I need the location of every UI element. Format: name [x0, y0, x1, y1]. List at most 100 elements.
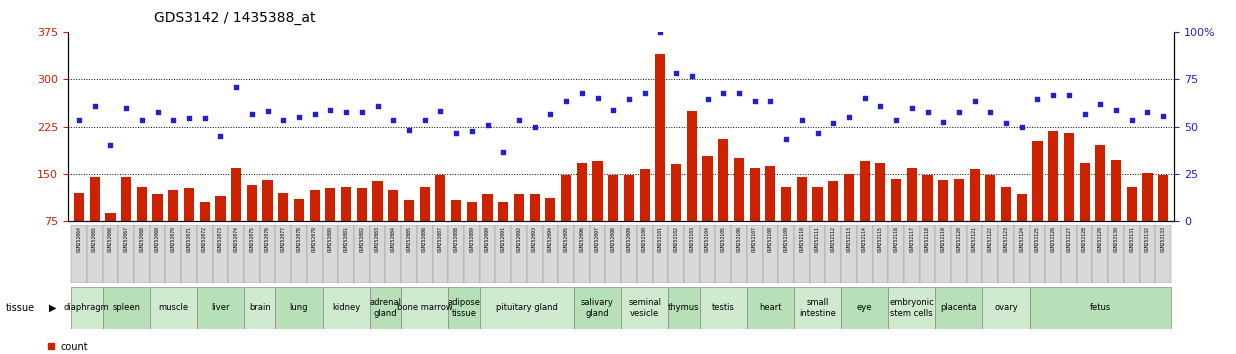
Bar: [243, 287, 276, 329]
Bar: [828, 182, 838, 269]
Text: GDS3142 / 1435388_at: GDS3142 / 1435388_at: [154, 11, 316, 25]
Text: GSM252069: GSM252069: [154, 227, 159, 252]
Bar: [89, 177, 100, 269]
Bar: [794, 287, 840, 329]
Bar: [718, 139, 728, 269]
Text: GSM252127: GSM252127: [1067, 227, 1072, 252]
Bar: [372, 182, 383, 269]
Point: [1059, 92, 1079, 98]
Bar: [669, 287, 700, 329]
Bar: [435, 175, 445, 269]
Bar: [1017, 194, 1027, 269]
Text: salivary
gland: salivary gland: [581, 298, 614, 318]
Bar: [323, 287, 370, 329]
Text: GSM252098: GSM252098: [611, 227, 616, 252]
Bar: [1140, 225, 1156, 283]
Bar: [985, 175, 995, 269]
Bar: [467, 202, 477, 269]
Bar: [150, 287, 197, 329]
Bar: [498, 202, 508, 269]
Point: [493, 149, 513, 155]
Point: [147, 109, 167, 115]
Bar: [309, 190, 320, 269]
Bar: [292, 225, 307, 283]
Bar: [781, 187, 791, 269]
Bar: [229, 225, 243, 283]
Text: GSM252121: GSM252121: [973, 227, 978, 252]
Text: lung: lung: [289, 303, 308, 313]
Point: [257, 108, 277, 114]
Bar: [810, 225, 826, 283]
Bar: [339, 225, 353, 283]
Text: GSM252078: GSM252078: [297, 227, 302, 252]
Point: [729, 90, 749, 96]
Text: GSM252111: GSM252111: [815, 227, 819, 252]
Bar: [137, 187, 147, 269]
Text: GSM252091: GSM252091: [501, 227, 506, 252]
Text: GSM252075: GSM252075: [250, 227, 255, 252]
Bar: [983, 225, 999, 283]
Bar: [419, 187, 430, 269]
Bar: [857, 225, 873, 283]
Bar: [168, 190, 178, 269]
Bar: [747, 225, 763, 283]
Bar: [150, 225, 166, 283]
Bar: [276, 225, 292, 283]
Point: [760, 98, 780, 104]
Bar: [353, 225, 370, 283]
Bar: [1156, 225, 1170, 283]
Legend: count, percentile rank within the sample: count, percentile rank within the sample: [42, 338, 230, 354]
Bar: [624, 175, 634, 269]
Bar: [592, 161, 603, 269]
Bar: [231, 167, 241, 269]
Point: [556, 98, 576, 104]
Text: GSM252113: GSM252113: [847, 227, 852, 252]
Bar: [954, 179, 964, 269]
Point: [383, 118, 403, 123]
Bar: [307, 225, 323, 283]
Bar: [669, 225, 684, 283]
Point: [933, 119, 953, 125]
Bar: [936, 225, 950, 283]
Bar: [655, 54, 665, 269]
Text: GSM252101: GSM252101: [658, 227, 662, 252]
Bar: [889, 225, 904, 283]
Bar: [514, 194, 524, 269]
Point: [195, 115, 215, 121]
Text: GSM252126: GSM252126: [1051, 227, 1056, 252]
Bar: [1079, 162, 1090, 269]
Text: GSM252080: GSM252080: [328, 227, 332, 252]
Bar: [684, 225, 700, 283]
Text: muscle: muscle: [158, 303, 188, 313]
Point: [1122, 118, 1142, 123]
Text: GSM252103: GSM252103: [690, 227, 695, 252]
Bar: [527, 225, 543, 283]
Bar: [417, 225, 433, 283]
Point: [399, 127, 419, 132]
Bar: [608, 175, 618, 269]
Point: [179, 115, 199, 121]
Point: [69, 118, 89, 123]
Point: [776, 136, 796, 142]
Point: [635, 90, 655, 96]
Point: [902, 105, 922, 110]
Point: [367, 103, 387, 109]
Text: GSM252120: GSM252120: [957, 227, 962, 252]
Bar: [700, 225, 716, 283]
Text: liver: liver: [211, 303, 230, 313]
Bar: [999, 225, 1014, 283]
Text: GSM252083: GSM252083: [375, 227, 379, 252]
Text: GSM252095: GSM252095: [564, 227, 569, 252]
Point: [839, 114, 859, 120]
Bar: [1095, 145, 1105, 269]
Bar: [325, 188, 335, 269]
Bar: [133, 225, 150, 283]
Bar: [577, 162, 587, 269]
Point: [713, 90, 733, 96]
Point: [540, 111, 560, 117]
Text: GSM252115: GSM252115: [878, 227, 883, 252]
Bar: [1077, 225, 1093, 283]
Text: GSM252105: GSM252105: [721, 227, 726, 252]
Text: GSM252102: GSM252102: [674, 227, 679, 252]
Bar: [323, 225, 339, 283]
